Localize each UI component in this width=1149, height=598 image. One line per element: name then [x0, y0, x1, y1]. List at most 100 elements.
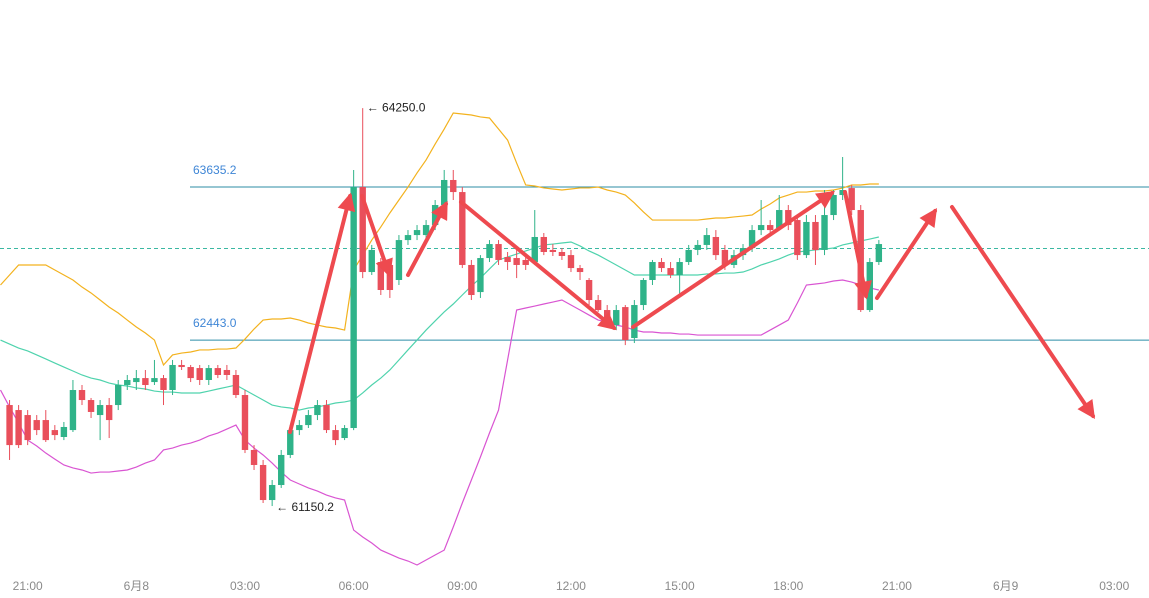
price-annotation: ← 61150.2	[276, 500, 334, 514]
candle-body	[640, 279, 647, 306]
candle-body	[96, 405, 104, 416]
candle-body	[631, 305, 638, 339]
candle-body	[395, 240, 403, 280]
candle-body	[42, 420, 49, 441]
candle-body	[513, 258, 520, 265]
candle-body	[531, 236, 538, 263]
candle-body	[268, 485, 276, 501]
candle-body	[613, 310, 620, 326]
candle-body	[622, 307, 629, 341]
candle-body	[314, 405, 321, 416]
x-tick-label: 06:00	[339, 579, 369, 593]
candle-body	[115, 385, 122, 406]
candle-body	[658, 262, 665, 269]
candle-body	[504, 257, 511, 263]
candle-body	[712, 236, 720, 256]
candle-body	[558, 252, 566, 256]
x-tick-label: 12:00	[556, 579, 586, 593]
candle-body	[441, 179, 448, 206]
candle-body	[142, 378, 149, 386]
candle-body	[51, 430, 59, 436]
band-line	[0, 279, 879, 566]
candle-body	[766, 225, 774, 231]
candle-body	[359, 187, 366, 273]
candle-body	[757, 225, 765, 231]
candle-body	[133, 378, 140, 383]
x-tick-label: 09:00	[447, 579, 477, 593]
candle-body	[703, 235, 710, 245]
candle-body	[69, 390, 77, 431]
drawing-arrows	[288, 190, 1096, 434]
candle-body	[259, 464, 267, 501]
candle-body	[830, 195, 837, 216]
candle-body	[594, 300, 602, 311]
candle-body	[486, 244, 493, 259]
candle-body	[214, 368, 222, 375]
candle-body	[332, 430, 339, 441]
candle-body	[187, 367, 194, 379]
band-line	[0, 112, 879, 367]
candle-body	[87, 400, 95, 412]
candle-body	[821, 215, 828, 250]
candle-body	[60, 426, 68, 437]
candle-body	[386, 264, 394, 291]
candle-body	[667, 268, 674, 275]
x-tick-label: 21:00	[13, 579, 43, 593]
candle-body	[151, 378, 158, 383]
candle-body	[250, 449, 258, 465]
candle-body	[776, 210, 783, 228]
x-tick-label: 18:00	[773, 579, 803, 593]
candle-body	[468, 264, 475, 296]
x-tick-label: 03:00	[230, 579, 260, 593]
candle-body	[323, 405, 330, 431]
candle-body	[33, 420, 40, 431]
candle-body	[812, 221, 819, 250]
candle-body	[459, 192, 466, 265]
candle-body	[241, 395, 249, 450]
candle-body	[721, 249, 729, 265]
candle-body	[685, 249, 692, 263]
candle-body	[585, 279, 593, 301]
candle-body	[105, 405, 113, 421]
candle-body	[124, 380, 131, 386]
arrow	[288, 192, 356, 434]
candle-body	[649, 262, 656, 280]
x-tick-label: 15:00	[665, 579, 695, 593]
level-label: 63635.2	[193, 163, 237, 177]
plot-area: 21:00 6月8 03:00 06:00 09:00 12:00 15:00 18:00 21…	[0, 100, 1149, 593]
arrow	[406, 200, 448, 277]
candle-body	[350, 187, 357, 429]
candle-body	[287, 430, 294, 455]
candle-body	[495, 244, 502, 260]
candle-body	[296, 425, 303, 431]
candle-body	[875, 244, 883, 263]
candle-body	[6, 405, 13, 446]
candle-body	[232, 374, 240, 396]
candle-body	[196, 368, 203, 380]
arrow	[843, 190, 872, 300]
x-tick-label: 03:00	[1099, 579, 1129, 593]
x-tick-label: 6月9	[993, 579, 1019, 593]
candle-body	[522, 259, 529, 265]
candle-body	[540, 236, 548, 253]
candle-body	[866, 262, 873, 311]
candle-body	[422, 225, 430, 236]
candle-body	[205, 368, 212, 380]
candle-body	[178, 364, 185, 368]
candle-body	[477, 258, 484, 293]
candle-body	[377, 262, 385, 291]
arrow	[875, 208, 937, 300]
candle-body	[78, 390, 86, 401]
arrow	[360, 194, 393, 278]
candle-body	[413, 230, 421, 236]
candle-body	[278, 454, 285, 486]
x-tick-label: 21:00	[882, 579, 912, 593]
candle-body	[169, 364, 176, 391]
arrow	[950, 205, 1096, 419]
band-line	[0, 236, 879, 411]
candle-body	[15, 410, 22, 446]
candle-body	[803, 221, 810, 256]
candle-body	[305, 415, 312, 426]
candle-body	[676, 262, 683, 275]
